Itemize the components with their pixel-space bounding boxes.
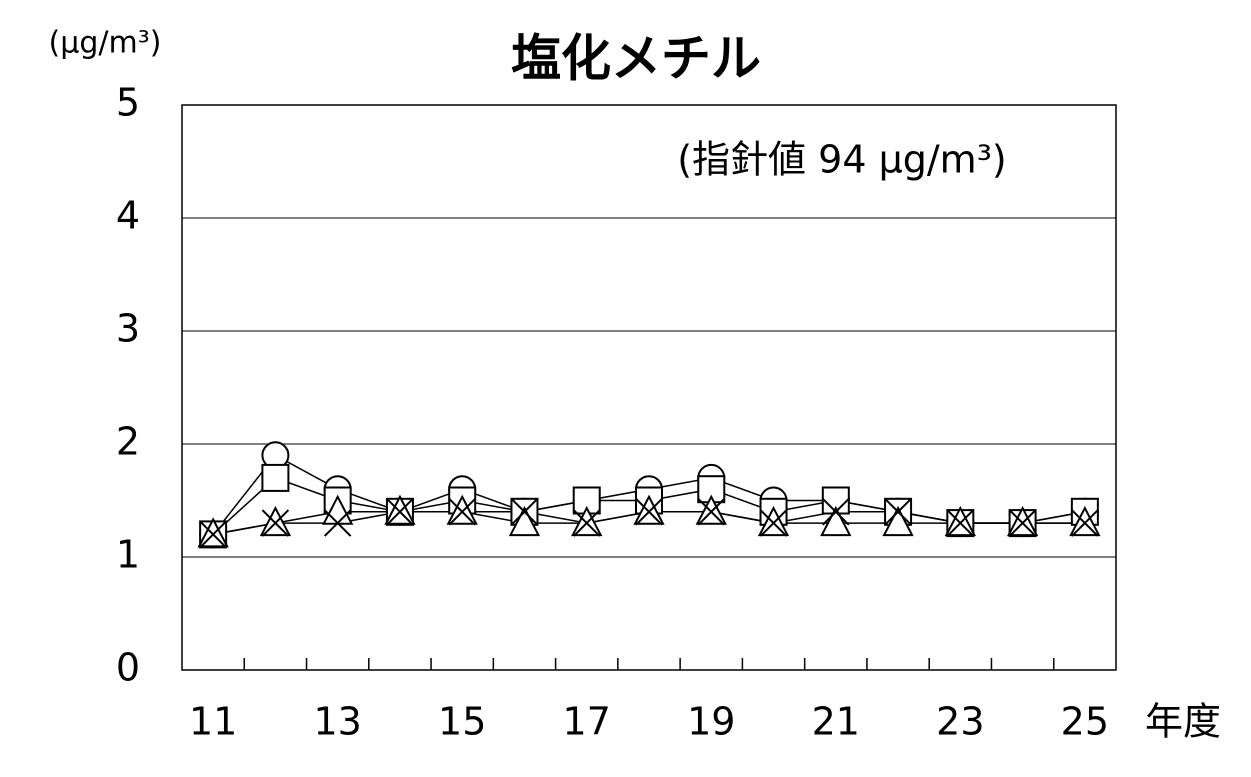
marker-x [573, 509, 601, 537]
marker-x [884, 498, 912, 526]
marker-triangle [882, 505, 914, 537]
x-tick-label: 23 [936, 700, 984, 744]
marker-triangle [259, 505, 292, 537]
y-tick-label: 3 [116, 307, 140, 351]
marker-x [1008, 509, 1037, 537]
marker-triangle [633, 494, 665, 525]
marker-x [1071, 509, 1099, 537]
marker-triangle [944, 505, 976, 537]
y-tick-label: 4 [116, 194, 140, 238]
marker-x [697, 498, 725, 526]
x-tick-label: 15 [438, 700, 486, 744]
marker-x [323, 509, 352, 537]
marker-x [386, 498, 414, 526]
marker-x [510, 498, 539, 526]
y-tick-label: 0 [116, 646, 140, 690]
marker-triangle [197, 517, 229, 548]
annotation: (指針値 94 μg/m³) [677, 138, 1007, 182]
marker-triangle [384, 494, 416, 525]
marker-square [261, 463, 290, 492]
y-tick-label: 2 [116, 420, 140, 464]
marker-x [822, 498, 850, 526]
chart-title: 塩化メチル [511, 30, 761, 88]
marker-triangle [820, 505, 852, 537]
x-tick-label: 19 [687, 700, 735, 744]
x-tick-label: 21 [812, 700, 860, 744]
marker-x [261, 509, 290, 537]
marker-x [199, 520, 227, 549]
marker-triangle [1006, 505, 1039, 537]
marker-triangle [508, 505, 541, 537]
marker-triangle [571, 505, 603, 537]
x-axis-label: 年度 [1145, 700, 1221, 744]
plot-frame [181, 104, 1117, 671]
marker-triangle [757, 505, 790, 537]
marker-triangle [695, 494, 727, 525]
x-tick-label: 13 [313, 700, 361, 744]
x-tick-label: 25 [1061, 700, 1109, 744]
marker-triangle [446, 494, 478, 525]
marker-x [635, 498, 663, 526]
y-tick-label: 5 [116, 81, 140, 125]
x-tick-label: 17 [563, 700, 611, 744]
y-tick-label: 1 [116, 533, 140, 577]
x-tick-label: 11 [189, 700, 237, 744]
marker-x [946, 509, 975, 537]
y-unit: (μg/m³) [49, 26, 162, 61]
marker-triangle [1069, 505, 1101, 537]
marker-x [759, 509, 788, 537]
marker-x [448, 498, 476, 526]
